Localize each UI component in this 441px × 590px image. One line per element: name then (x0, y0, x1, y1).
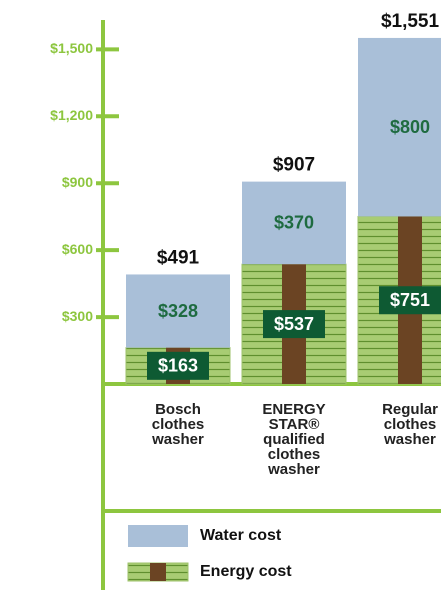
label-line: Regular (382, 401, 438, 418)
value-label: $537 (274, 314, 314, 334)
y-tick-label: $1,200 (50, 107, 93, 123)
y-tick-label: $600 (62, 241, 93, 257)
total-label: $907 (273, 155, 315, 176)
water-bar (242, 181, 346, 265)
category-label: Bosch clothes washer (151, 401, 204, 448)
label-line: Bosch (155, 401, 201, 418)
label-line: washer (151, 431, 204, 448)
value-label: $370 (274, 213, 314, 233)
legend-label: Energy cost (200, 563, 292, 580)
y-tick-label: $300 (62, 308, 93, 324)
label-line: STAR® (269, 416, 320, 433)
category-label: Regular clothes washer (382, 401, 438, 448)
label-box (263, 310, 325, 339)
value-label: $328 (158, 301, 198, 321)
label-box (147, 351, 209, 380)
y-tick-label: $900 (62, 174, 93, 190)
label-line: clothes (152, 416, 205, 433)
value-label: $751 (390, 290, 430, 310)
legend-label: Water cost (200, 527, 282, 544)
legend-swatch (128, 525, 188, 547)
money-band (150, 563, 166, 581)
value-label: $163 (158, 356, 198, 376)
value-label: $800 (390, 117, 430, 137)
total-label: $1,551 (381, 11, 440, 32)
label-line: clothes (384, 416, 437, 433)
label-line: washer (267, 461, 320, 478)
category-label: ENERGY STAR® qualified clothes washer (262, 401, 325, 478)
label-line: clothes (268, 446, 321, 463)
label-line: qualified (263, 431, 325, 448)
total-label: $491 (157, 247, 200, 268)
label-line: ENERGY (262, 401, 325, 418)
label-line: washer (383, 431, 436, 448)
water-bar (126, 274, 230, 348)
water-bar (358, 37, 441, 217)
label-box (379, 286, 441, 315)
y-tick-label: $1,500 (50, 40, 93, 56)
